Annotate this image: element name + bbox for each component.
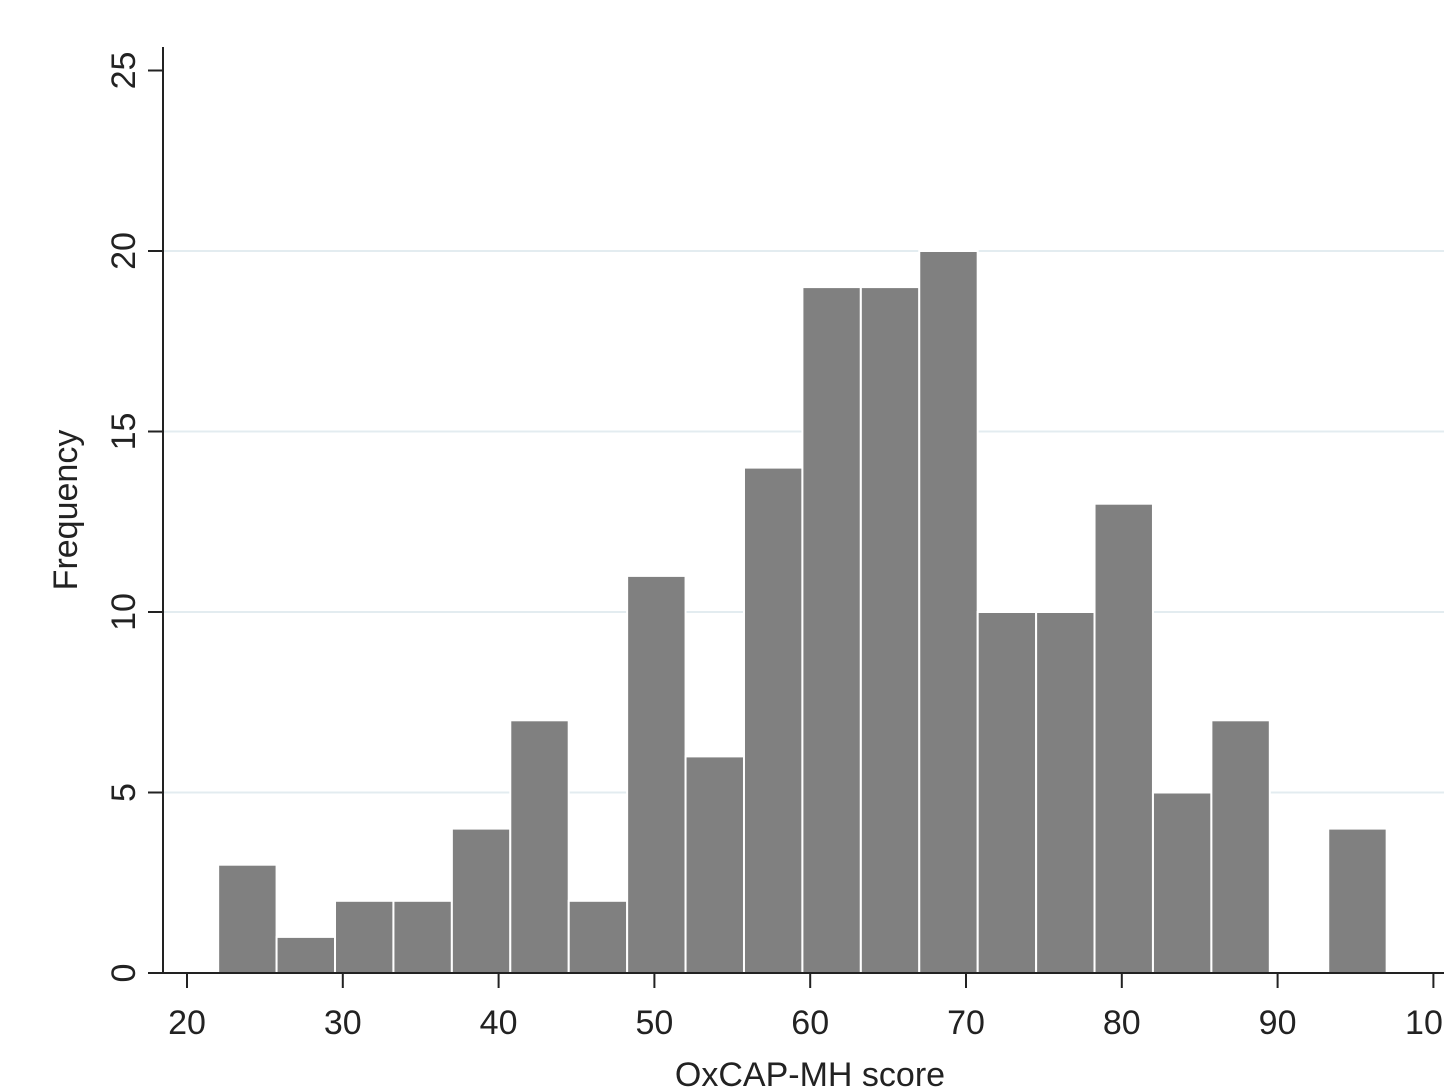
histogram-bar-10 bbox=[742, 466, 804, 974]
histogram-bar-14 bbox=[976, 611, 1038, 974]
x-tick-label-60: 60 bbox=[791, 1004, 829, 1042]
histogram-bar-20 bbox=[1327, 827, 1388, 974]
histogram-bar-18 bbox=[1210, 719, 1271, 974]
histogram-bar-13 bbox=[918, 250, 979, 974]
histogram-bar-9 bbox=[684, 755, 745, 975]
histogram-bar-12 bbox=[859, 286, 921, 975]
x-tick-label-100: 100 bbox=[1405, 1004, 1444, 1042]
x-tick-label-80: 80 bbox=[1103, 1004, 1141, 1042]
y-tick-label-5: 5 bbox=[105, 783, 143, 802]
y-tick-label-15: 15 bbox=[105, 413, 143, 451]
x-tick-label-20: 20 bbox=[168, 1004, 206, 1042]
x-tick-label-90: 90 bbox=[1259, 1004, 1297, 1042]
histogram-bar-4 bbox=[392, 899, 453, 974]
histogram-bar-1 bbox=[217, 863, 278, 975]
histogram-bar-3 bbox=[334, 899, 395, 974]
y-tick-label-10: 10 bbox=[105, 593, 143, 631]
histogram-bar-16 bbox=[1093, 502, 1154, 974]
histogram-bar-7 bbox=[567, 899, 629, 974]
x-tick-label-40: 40 bbox=[480, 1004, 518, 1042]
axes: 0 5 10 15 20 25 20 30 40 50 60 70 80 90 100 bbox=[105, 47, 1444, 1042]
histogram-bar-8 bbox=[626, 574, 687, 975]
histogram-bar-11 bbox=[801, 286, 862, 975]
y-tick-label-0: 0 bbox=[105, 964, 143, 983]
histogram-bar-15 bbox=[1035, 611, 1096, 974]
histogram-bar-17 bbox=[1151, 791, 1213, 974]
y-tick-label-25: 25 bbox=[105, 52, 143, 90]
histogram-bar-2 bbox=[275, 935, 337, 975]
x-tick-label-50: 50 bbox=[635, 1004, 673, 1042]
y-tick-label-20: 20 bbox=[105, 232, 143, 270]
y-axis-title: Frequency bbox=[47, 430, 85, 591]
x-tick-label-30: 30 bbox=[324, 1004, 362, 1042]
histogram-bar-5 bbox=[450, 827, 512, 974]
x-tick-label-70: 70 bbox=[947, 1004, 985, 1042]
histogram-bar-6 bbox=[509, 719, 570, 974]
x-axis-title: OxCAP-MH score bbox=[675, 1056, 945, 1089]
